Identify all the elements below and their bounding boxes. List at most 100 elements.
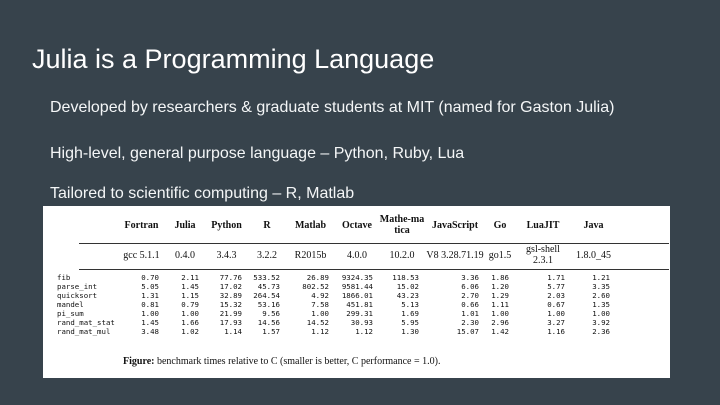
lang-version: 3.2.2: [257, 249, 277, 261]
benchmark-value: 1.35: [592, 300, 610, 309]
benchmark-value: 45.73: [257, 282, 280, 291]
lang-name: Octave: [342, 219, 372, 231]
benchmark-value: 2.70: [461, 291, 479, 300]
table-row: quicksort 1.31 1.15 32.89 264.54 4.92 1866.01 4…: [43, 291, 616, 300]
table-row: rand_mat_stat 1.45 1.66 17.93 14.56 14.52 30.9…: [43, 318, 616, 327]
lang-version: 10.2.0: [389, 249, 415, 261]
benchmark-value: 53.16: [257, 300, 280, 309]
lang-version: 4.0.0: [347, 249, 367, 261]
benchmark-value: 1.00: [592, 309, 610, 318]
version-divider: [79, 269, 669, 270]
benchmark-value: 1.30: [401, 327, 419, 336]
table-row: pi_sum 1.00 1.00 21.99 9.56 1.00 299.31 1.69 1.0…: [43, 309, 616, 318]
caption-text: benchmark times relative to C (smaller i…: [154, 356, 441, 367]
benchmark-name: rand_mat_stat: [57, 318, 115, 327]
benchmark-value: 1.00: [491, 309, 509, 318]
benchmark-value: 0.70: [141, 273, 159, 282]
benchmark-value: 5.77: [547, 282, 565, 291]
benchmark-value: 1.12: [311, 327, 329, 336]
benchmark-value: 32.89: [219, 291, 242, 300]
benchmark-value: 30.93: [350, 318, 373, 327]
benchmark-value: 9.56: [262, 309, 280, 318]
benchmark-value: 2.96: [491, 318, 509, 327]
lang-name: JavaScript: [431, 219, 479, 231]
benchmark-value: 2.36: [592, 327, 610, 336]
lang-version: R2015b: [294, 249, 327, 261]
figure-caption: Figure: benchmark times relative to C (s…: [123, 356, 440, 367]
benchmark-value: 43.23: [396, 291, 419, 300]
benchmark-value: 1.31: [141, 291, 159, 300]
benchmark-value: 118.53: [392, 273, 419, 282]
benchmark-value: 451.81: [346, 300, 373, 309]
benchmark-value: 15.02: [396, 282, 419, 291]
lang-name: LuaJIT: [526, 219, 560, 231]
benchmark-value: 5.05: [141, 282, 159, 291]
benchmark-value: 7.58: [311, 300, 329, 309]
benchmark-table: fib 0.70 2.11 77.76 533.52 26.89 9324.35 118.53…: [43, 273, 616, 336]
lang-version: gcc 5.1.1: [123, 249, 160, 261]
lang-name: Go: [493, 219, 507, 231]
benchmark-value: 9324.35: [341, 273, 373, 282]
slide-title: Julia is a Programming Language: [32, 44, 435, 74]
language-names-row: Fortran Julia Python R Matlab Octave Mat…: [43, 208, 616, 242]
benchmark-value: 14.56: [257, 318, 280, 327]
benchmark-value: 1.69: [401, 309, 419, 318]
benchmark-value: 1.14: [224, 327, 242, 336]
lang-version: V8 3.28.71.19: [426, 249, 484, 261]
table-row: fib 0.70 2.11 77.76 533.52 26.89 9324.35 118.53…: [43, 273, 616, 282]
lang-version: gsl-shell 2.3.1: [526, 244, 560, 266]
language-versions-row: gcc 5.1.1 0.4.0 3.4.3 3.2.2 R2015b 4.0.0…: [43, 242, 616, 268]
benchmark-value: 1866.01: [341, 291, 373, 300]
benchmark-value: 1.02: [181, 327, 199, 336]
benchmark-value: 533.52: [253, 273, 280, 282]
benchmark-value: 1.01: [461, 309, 479, 318]
benchmark-value: 1.45: [181, 282, 199, 291]
benchmark-name: parse_int: [57, 282, 98, 291]
benchmark-value: 3.92: [592, 318, 610, 327]
table-row: mandel 0.81 0.79 15.32 53.16 7.58 451.81 5.13 0.…: [43, 300, 616, 309]
benchmark-value: 1.66: [181, 318, 199, 327]
benchmark-value: 1.42: [491, 327, 509, 336]
benchmark-value: 264.54: [253, 291, 280, 300]
benchmark-name: fib: [57, 273, 71, 282]
benchmark-value: 2.11: [181, 273, 199, 282]
benchmark-value: 6.06: [461, 282, 479, 291]
benchmark-value: 77.76: [219, 273, 242, 282]
benchmark-value: 1.11: [491, 300, 509, 309]
benchmark-value: 802.52: [302, 282, 329, 291]
benchmark-value: 1.21: [592, 273, 610, 282]
lang-name: Matlab: [294, 219, 327, 231]
lang-version: 1.8.0_45: [576, 249, 611, 261]
benchmark-value: 9581.44: [341, 282, 373, 291]
benchmark-value: 1.00: [547, 309, 565, 318]
lang-name: Java: [583, 219, 604, 231]
lang-name: Fortran: [124, 219, 159, 231]
lang-version: go1.5: [488, 249, 512, 261]
benchmark-value: 17.93: [219, 318, 242, 327]
benchmark-value: 3.36: [461, 273, 479, 282]
caption-label: Figure:: [123, 356, 155, 367]
benchmark-value: 1.20: [491, 282, 509, 291]
table-row: rand_mat_mul 3.48 1.02 1.14 1.57 1.12 1.12 1.30…: [43, 327, 616, 336]
benchmark-value: 1.00: [141, 309, 159, 318]
benchmark-value: 1.71: [547, 273, 565, 282]
benchmark-value: 1.29: [491, 291, 509, 300]
benchmark-value: 15.32: [219, 300, 242, 309]
lang-name: Python: [211, 219, 242, 231]
benchmark-value: 1.57: [262, 327, 280, 336]
benchmark-value: 4.92: [311, 291, 329, 300]
benchmark-value: 1.15: [181, 291, 199, 300]
benchmark-name: rand_mat_mul: [57, 327, 111, 336]
benchmark-value: 1.00: [181, 309, 199, 318]
bullet-1: Developed by researchers & graduate stud…: [50, 99, 615, 116]
benchmark-name: pi_sum: [57, 309, 84, 318]
benchmark-name: quicksort: [57, 291, 98, 300]
lang-version: 0.4.0: [175, 249, 195, 261]
bullet-2: High-level, general purpose language – P…: [50, 145, 465, 162]
header-divider: [79, 243, 669, 244]
benchmark-value: 1.45: [141, 318, 159, 327]
benchmark-value: 0.66: [461, 300, 479, 309]
benchmark-value: 1.12: [355, 327, 373, 336]
benchmark-value: 1.16: [547, 327, 565, 336]
benchmark-figure: Fortran Julia Python R Matlab Octave Mat…: [43, 206, 670, 378]
